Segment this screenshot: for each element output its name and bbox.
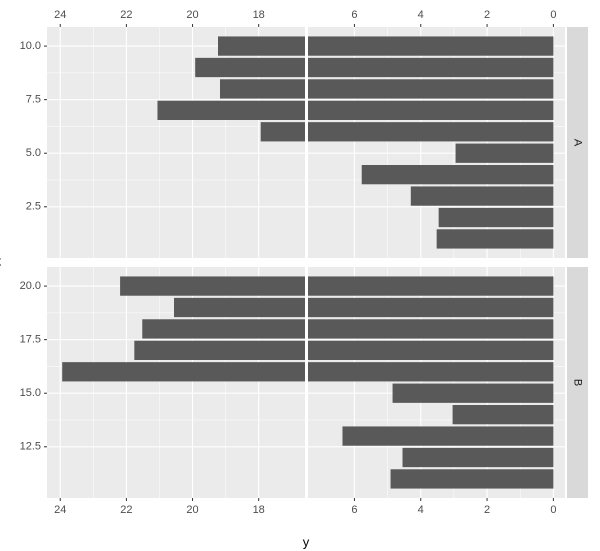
bar [195,57,305,78]
x-tick-label: 2 [484,504,490,516]
bar [134,340,305,360]
y-tick-label: 5.0 [26,147,41,159]
y-tick-label: 2.5 [26,201,41,213]
x-tick-label-top: 0 [550,9,556,21]
bar [308,319,554,339]
bar [62,362,305,382]
x-tick-label: 22 [120,504,132,516]
bar [361,165,554,185]
bar [260,122,305,142]
x-tick-label-top: 22 [120,9,132,21]
bar [410,186,554,206]
bar [436,229,554,249]
strip-background [567,267,588,498]
bar [308,100,554,120]
x-tick-label: 24 [54,504,66,516]
bar [308,362,554,382]
bar [308,276,554,296]
x-tick-label: 0 [550,504,556,516]
bar [402,447,554,468]
bar [308,340,554,360]
bar [219,79,305,99]
x-tick-label-top: 20 [186,9,198,21]
bar [218,36,305,56]
bar [438,207,554,228]
y-tick-label: 15.0 [20,387,41,399]
x-tick-label-top: 2 [484,9,490,21]
bar [308,122,554,142]
bar [455,143,554,163]
bar [308,79,554,99]
bar [308,36,554,56]
y-axis-title: x [0,253,2,268]
strip-label: A [572,139,584,147]
y-tick-label: 10.0 [20,40,41,52]
bar [174,297,305,318]
bar [308,297,554,318]
bar [452,405,554,425]
x-tick-label-top: 18 [253,9,265,21]
strip-label: B [572,379,584,386]
y-tick-label: 12.5 [20,441,41,453]
y-tick-label: 7.5 [26,94,41,106]
y-tick-label: 20.0 [20,280,41,292]
bar [120,276,305,296]
bar [342,426,554,446]
x-tick-label: 6 [351,504,357,516]
bar [392,383,554,403]
bar [308,57,554,78]
bar [157,100,305,120]
x-tick-label: 4 [418,504,424,516]
bar [142,319,305,339]
x-tick-label-top: 6 [351,9,357,21]
x-axis-title: y [303,534,310,549]
x-tick-label: 18 [253,504,265,516]
bar [390,469,554,489]
x-tick-label: 20 [186,504,198,516]
x-tick-label-top: 24 [54,9,66,21]
x-tick-label-top: 4 [418,9,424,21]
strip-background [567,27,588,258]
y-tick-label: 17.5 [20,334,41,346]
